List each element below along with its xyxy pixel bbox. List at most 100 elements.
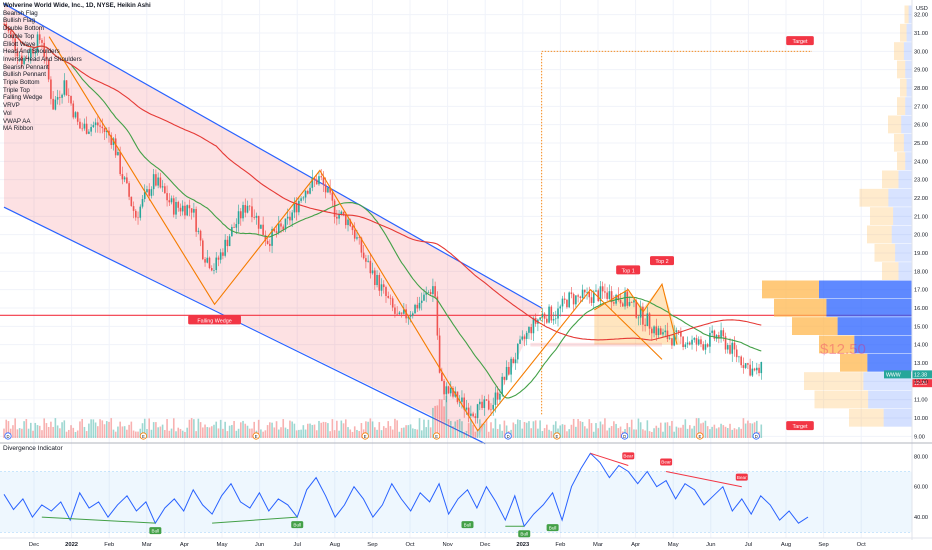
volume-bar (38, 425, 41, 438)
candle-body (190, 208, 193, 213)
volume-bar (613, 421, 615, 438)
falling-wedge-label: Falling Wedge (197, 318, 231, 324)
volume-bar (318, 420, 320, 438)
vrvp-bar-down (819, 335, 855, 354)
price-tick-label: 18.00 (914, 269, 928, 275)
candle-body (416, 304, 419, 309)
volume-bar (463, 431, 465, 438)
legend-item[interactable]: Triple Bottom (3, 79, 40, 87)
volume-bar (264, 430, 267, 438)
candle-body (494, 392, 497, 405)
volume-bar (139, 428, 142, 438)
candle-body (41, 40, 43, 43)
legend-item[interactable]: Bullish Pennant (3, 71, 46, 79)
candle-body (735, 349, 738, 358)
candle-body (628, 302, 631, 306)
candle-body (485, 399, 488, 401)
candle-body (344, 214, 347, 226)
candle-body (418, 302, 421, 309)
price-tick-label: 9.00 (914, 434, 925, 440)
volume-bar (729, 423, 731, 438)
candle-body (257, 215, 260, 229)
candle-body (76, 112, 79, 122)
candle-body (458, 401, 461, 403)
volume-bar (190, 418, 193, 438)
candle-body (269, 243, 271, 246)
volume-bar (132, 430, 135, 438)
volume-bar (747, 420, 749, 438)
volume-bar (36, 425, 39, 438)
legend-item[interactable]: VRVP (3, 102, 20, 110)
candle-body (599, 286, 602, 302)
legend-item[interactable]: Triple Top (3, 86, 30, 94)
candle-body (722, 330, 725, 337)
last-price: 12.38 (914, 372, 927, 378)
volume-bar (141, 423, 144, 438)
volume-bar (454, 421, 457, 438)
vrvp-bar-up (826, 298, 912, 317)
candle-body (512, 358, 515, 364)
candle-body (262, 224, 264, 236)
vrvp-bar-up (903, 133, 912, 152)
volume-bar (130, 421, 133, 438)
candle-body (137, 217, 139, 219)
legend-item[interactable]: Falling Wedge (3, 94, 43, 102)
legend-item[interactable]: Elliott Wave (3, 40, 36, 48)
volume-bar (242, 420, 244, 438)
vrvp-bar-down (888, 115, 902, 134)
volume-bar (449, 420, 452, 438)
candle-body (677, 330, 680, 332)
volume-bar (472, 424, 474, 438)
legend-item[interactable]: Bearish Pennant (3, 63, 49, 71)
vrvp-bar-down (882, 262, 899, 280)
volume-bar (208, 427, 211, 438)
legend-item[interactable]: Double Bottom (3, 25, 44, 33)
legend-item[interactable]: Vol (3, 109, 12, 117)
legend-item[interactable]: Bullish Flag (3, 17, 35, 25)
candle-body (474, 416, 477, 418)
legend-item[interactable]: Double Top (3, 32, 35, 40)
candle-body (666, 330, 669, 339)
event-marker-label: E (556, 434, 559, 439)
volume-bar (150, 429, 153, 438)
legend-item[interactable]: Bearish Flag (3, 9, 38, 17)
candle-body (311, 177, 314, 188)
legend-item[interactable]: MA Ribbon (3, 125, 34, 133)
candle-body (608, 291, 611, 299)
volume-bar (481, 423, 483, 438)
volume-bar (684, 419, 687, 438)
price-tick-label: 24.00 (914, 159, 928, 165)
candle-body (443, 380, 445, 395)
candle-body (704, 344, 707, 350)
volume-bar (709, 429, 711, 438)
legend-item[interactable]: Head And Shoulders (3, 48, 60, 56)
volume-bar (501, 430, 503, 438)
legend-item[interactable]: Inverse Head And Shoulders (3, 55, 82, 63)
vrvp-bar-down (867, 225, 892, 244)
top2-label: Top 2 (655, 259, 668, 265)
legend-item[interactable]: VWAP AA (3, 117, 31, 125)
candle-body (441, 372, 443, 381)
candle-body (420, 300, 423, 303)
volume-bar (749, 423, 751, 438)
volume-bar (492, 428, 495, 438)
volume-bar (70, 425, 72, 438)
time-tick-label: Sep (818, 542, 828, 548)
volume-bar (646, 420, 649, 438)
candle-body (45, 56, 48, 60)
volume-bar (320, 422, 323, 438)
volume-bar (204, 424, 206, 438)
legend-title[interactable]: Wolverine World Wide, Inc., 1D, NYSE, He… (3, 2, 151, 9)
candle-body (293, 203, 296, 213)
volume-bar (83, 426, 86, 438)
candle-body (132, 206, 135, 211)
candle-body (239, 211, 242, 219)
candle-body (193, 209, 195, 213)
volume-bar (88, 423, 90, 438)
volume-bar (532, 421, 535, 438)
volume-bar (615, 423, 617, 438)
event-marker-label: D (623, 434, 626, 439)
vrvp-bar-up (893, 207, 912, 225)
candle-body (657, 328, 660, 336)
